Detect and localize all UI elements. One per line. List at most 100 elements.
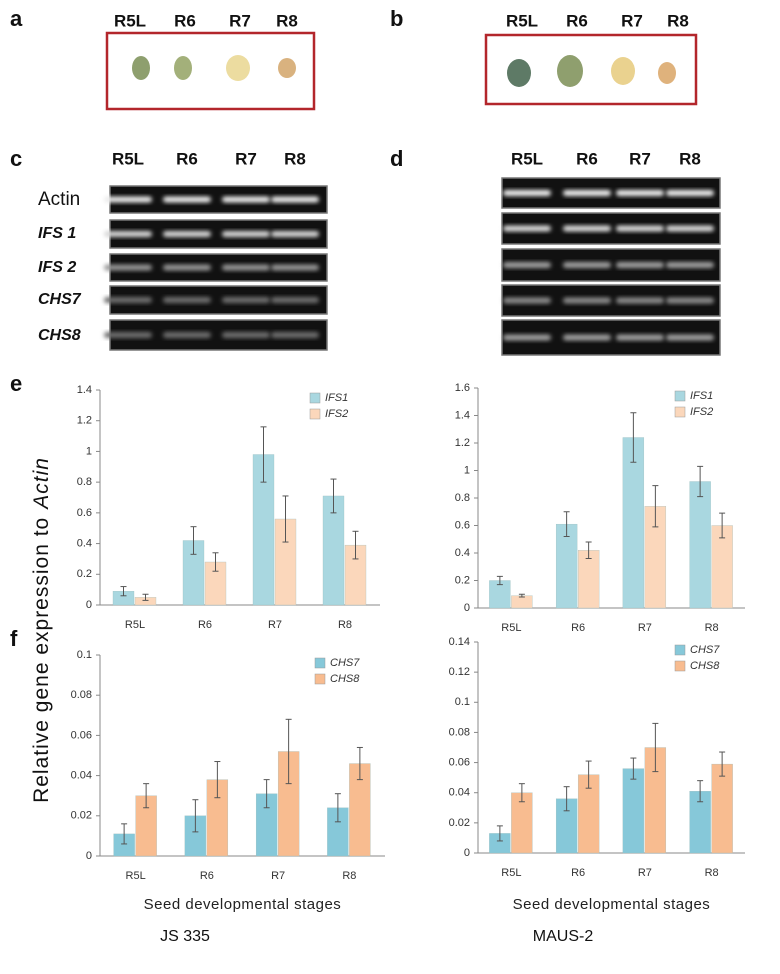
y-tick-label: 0.04: [71, 770, 92, 782]
gel-band: [503, 225, 551, 232]
y-tick-label: 0.04: [449, 787, 470, 799]
row-label: IFS 2: [38, 259, 76, 276]
y-tick-label: 1.6: [455, 382, 470, 394]
gel-band: [104, 231, 152, 237]
panel-label: c: [10, 146, 22, 171]
lane-label: R7: [629, 149, 651, 168]
y-tick-label: 0.1: [455, 696, 470, 708]
legend-swatch: [674, 390, 686, 402]
gel-band: [563, 190, 611, 196]
legend-swatch: [314, 673, 326, 685]
y-tick-label: 0.4: [77, 537, 92, 549]
y-tick-label: 0.02: [71, 810, 92, 822]
y-axis-label: Relative gene expression to Actin: [30, 457, 53, 803]
gel-band: [616, 334, 664, 341]
panel-label: e: [10, 371, 22, 396]
lane-label: R7: [235, 149, 257, 168]
gel-band: [271, 332, 319, 338]
y-tick-label: 0.1: [77, 649, 92, 661]
gel-band: [163, 264, 211, 271]
gel-band: [616, 225, 664, 232]
bar: [711, 763, 733, 854]
x-tick-label: R6: [198, 619, 212, 631]
gel-band: [666, 225, 714, 232]
row-label: CHS8: [38, 327, 81, 344]
seed: [174, 56, 192, 80]
y-tick-label: 0.6: [455, 519, 470, 531]
y-tick-label: 0.2: [455, 574, 470, 586]
legend-swatch: [674, 660, 686, 672]
gel-band: [163, 297, 211, 303]
y-tick-label: 0.14: [449, 636, 470, 648]
y-tick-label: 0: [86, 599, 92, 611]
x-axis-label: Seed developmental stages: [513, 896, 711, 913]
gel-band: [104, 297, 152, 303]
y-axis-label-part: Actin: [30, 457, 53, 511]
legend-label: CHS8: [330, 673, 360, 685]
gel-band: [503, 297, 551, 304]
y-tick-label: 0.6: [77, 507, 92, 519]
x-tick-label: R5L: [126, 870, 146, 882]
legend-swatch: [674, 644, 686, 656]
x-tick-label: R6: [571, 622, 585, 634]
y-tick-label: 1.4: [77, 384, 92, 396]
stage-label: R5L: [506, 11, 538, 30]
lane-label: R8: [284, 149, 306, 168]
gel-band: [563, 297, 611, 304]
y-tick-label: 0.08: [449, 726, 470, 738]
stage-label: R7: [229, 11, 251, 30]
y-tick-label: 0: [464, 602, 470, 614]
x-tick-label: R8: [342, 870, 356, 882]
seed: [132, 56, 150, 80]
row-label: IFS 1: [38, 225, 76, 242]
legend-swatch: [314, 657, 326, 669]
gel-band: [271, 196, 319, 203]
seed: [658, 62, 676, 84]
legend-label: IFS1: [325, 392, 348, 404]
gel-band: [666, 334, 714, 341]
seed: [611, 57, 635, 85]
legend-label: CHS7: [690, 644, 720, 656]
legend-label: IFS1: [690, 390, 713, 402]
y-tick-label: 0.4: [455, 547, 470, 559]
bar: [622, 437, 645, 609]
legend-swatch: [674, 406, 686, 418]
gel-band: [271, 231, 319, 237]
legend-label: CHS7: [330, 657, 360, 669]
lane-label: R5L: [112, 149, 144, 168]
gel-band: [503, 262, 551, 268]
bar: [622, 768, 645, 854]
gel-band: [163, 196, 211, 203]
seed: [226, 55, 250, 81]
stage-label: R8: [667, 11, 689, 30]
seed: [278, 58, 296, 78]
gel-band: [271, 297, 319, 303]
seed-frame: [484, 33, 698, 106]
x-tick-label: R5L: [125, 619, 145, 631]
gel-band: [666, 297, 714, 304]
y-tick-label: 0.02: [449, 817, 470, 829]
legend-swatch: [309, 392, 321, 404]
panel-label: b: [390, 6, 403, 31]
y-tick-label: 0.08: [71, 689, 92, 701]
stage-label: R7: [621, 11, 643, 30]
x-tick-label: R7: [638, 622, 652, 634]
y-tick-label: 0.06: [449, 756, 470, 768]
gel-band: [163, 231, 211, 237]
x-tick-label: R6: [571, 867, 585, 879]
gel-band: [104, 264, 152, 271]
gel-band: [222, 332, 270, 338]
stage-label: R8: [276, 11, 298, 30]
legend-label: IFS2: [325, 408, 348, 420]
y-tick-label: 0.8: [77, 476, 92, 488]
seed-frame: [105, 31, 316, 111]
gel-band: [616, 190, 664, 196]
x-tick-label: R7: [268, 619, 282, 631]
stage-label: R6: [566, 11, 588, 30]
stage-label: R6: [174, 11, 196, 30]
gel-band: [104, 196, 152, 203]
gel-band: [222, 196, 270, 203]
y-tick-label: 0: [464, 847, 470, 859]
strain-label: MAUS-2: [533, 928, 594, 945]
gel-band: [222, 231, 270, 237]
